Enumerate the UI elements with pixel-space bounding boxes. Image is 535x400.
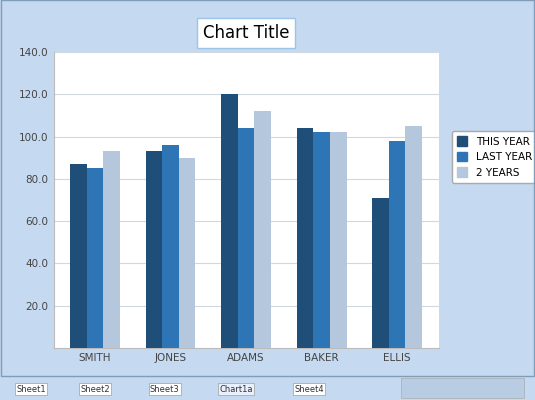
Bar [221,94,238,348]
Bar [103,151,120,348]
Bar [179,158,195,348]
Bar [372,198,389,348]
Bar [255,111,271,348]
Bar [162,145,179,348]
Bar [401,378,524,398]
Bar [389,141,406,348]
Bar [146,151,162,348]
Text: Sheet4: Sheet4 [294,385,324,394]
Bar [314,132,330,348]
Text: Sheet1: Sheet1 [16,385,45,394]
Bar [87,168,103,348]
Bar [406,126,422,348]
Legend: THIS YEAR, LAST YEAR, 2 YEARS: THIS YEAR, LAST YEAR, 2 YEARS [452,131,535,183]
Text: Sheet3: Sheet3 [150,385,180,394]
Bar [297,128,314,348]
Bar [238,128,255,348]
Bar [330,132,347,348]
Text: Chart1a: Chart1a [219,385,253,394]
Text: Sheet2: Sheet2 [80,385,110,394]
Bar [70,164,87,348]
Title: Chart Title: Chart Title [203,24,289,42]
